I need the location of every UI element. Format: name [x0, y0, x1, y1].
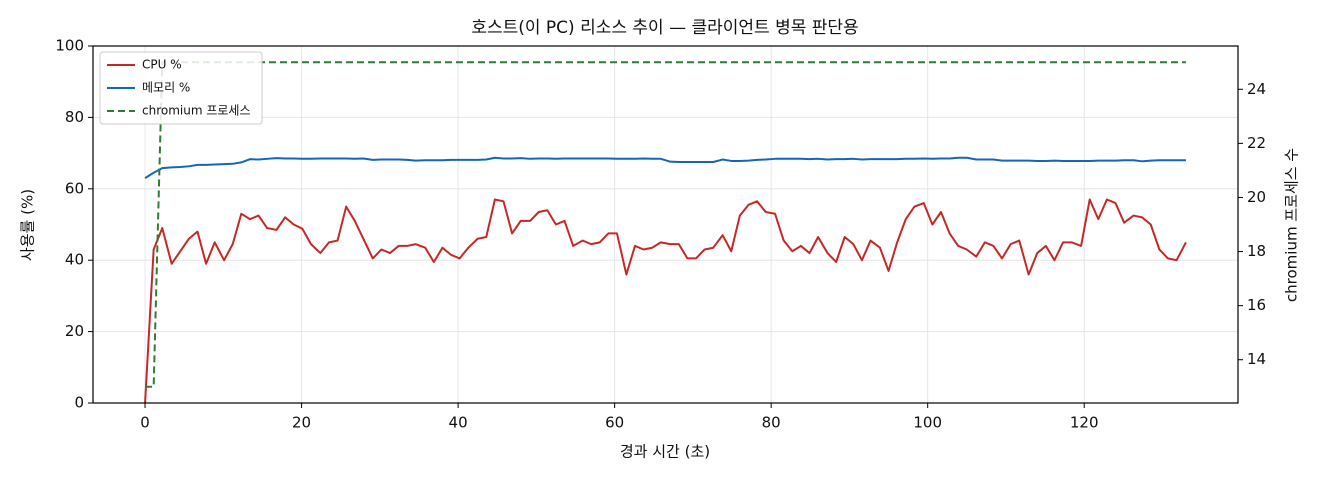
x-tick-label: 100: [913, 414, 942, 432]
y2-tick-label: 20: [1247, 188, 1266, 206]
y2-tick-label: 14: [1247, 350, 1266, 368]
legend-label: chromium 프로세스: [142, 104, 251, 118]
x-tick-label: 0: [140, 414, 150, 432]
series-line: [144, 156, 1186, 179]
y-tick-label: 20: [65, 322, 84, 340]
y-tick-label: 0: [74, 394, 84, 412]
x-axis-label: 경과 시간 (초): [620, 443, 710, 461]
y2-axis-label: chromium 프로세스 수: [1283, 148, 1301, 302]
legend-box: [99, 51, 263, 125]
y-tick-label: 40: [65, 251, 84, 269]
y-axis-label: 사용률 (%): [19, 189, 37, 261]
y-tick-label: 80: [65, 108, 84, 126]
x-tick-label: 80: [762, 414, 781, 432]
x-tick-label: 60: [605, 414, 624, 432]
y-tick-label: 100: [55, 37, 84, 55]
y2-tick-label: 18: [1247, 242, 1266, 260]
x-tick-label: 20: [292, 414, 311, 432]
y2-tick-label: 22: [1247, 134, 1266, 152]
series-line: [144, 198, 1187, 404]
series-line: [145, 61, 1186, 388]
x-tick-label: 40: [449, 414, 468, 432]
chart-title: 호스트(이 PC) 리소스 추이 — 클라이언트 병목 판단용: [471, 18, 858, 38]
y2-tick-label: 24: [1247, 80, 1266, 98]
x-tick-label: 120: [1070, 414, 1099, 432]
legend-label: CPU %: [142, 58, 182, 72]
legend-label: 메모리 %: [142, 81, 190, 95]
y2-tick-label: 16: [1247, 296, 1266, 314]
y-tick-label: 60: [65, 179, 84, 197]
plot-frame: [92, 45, 1239, 404]
